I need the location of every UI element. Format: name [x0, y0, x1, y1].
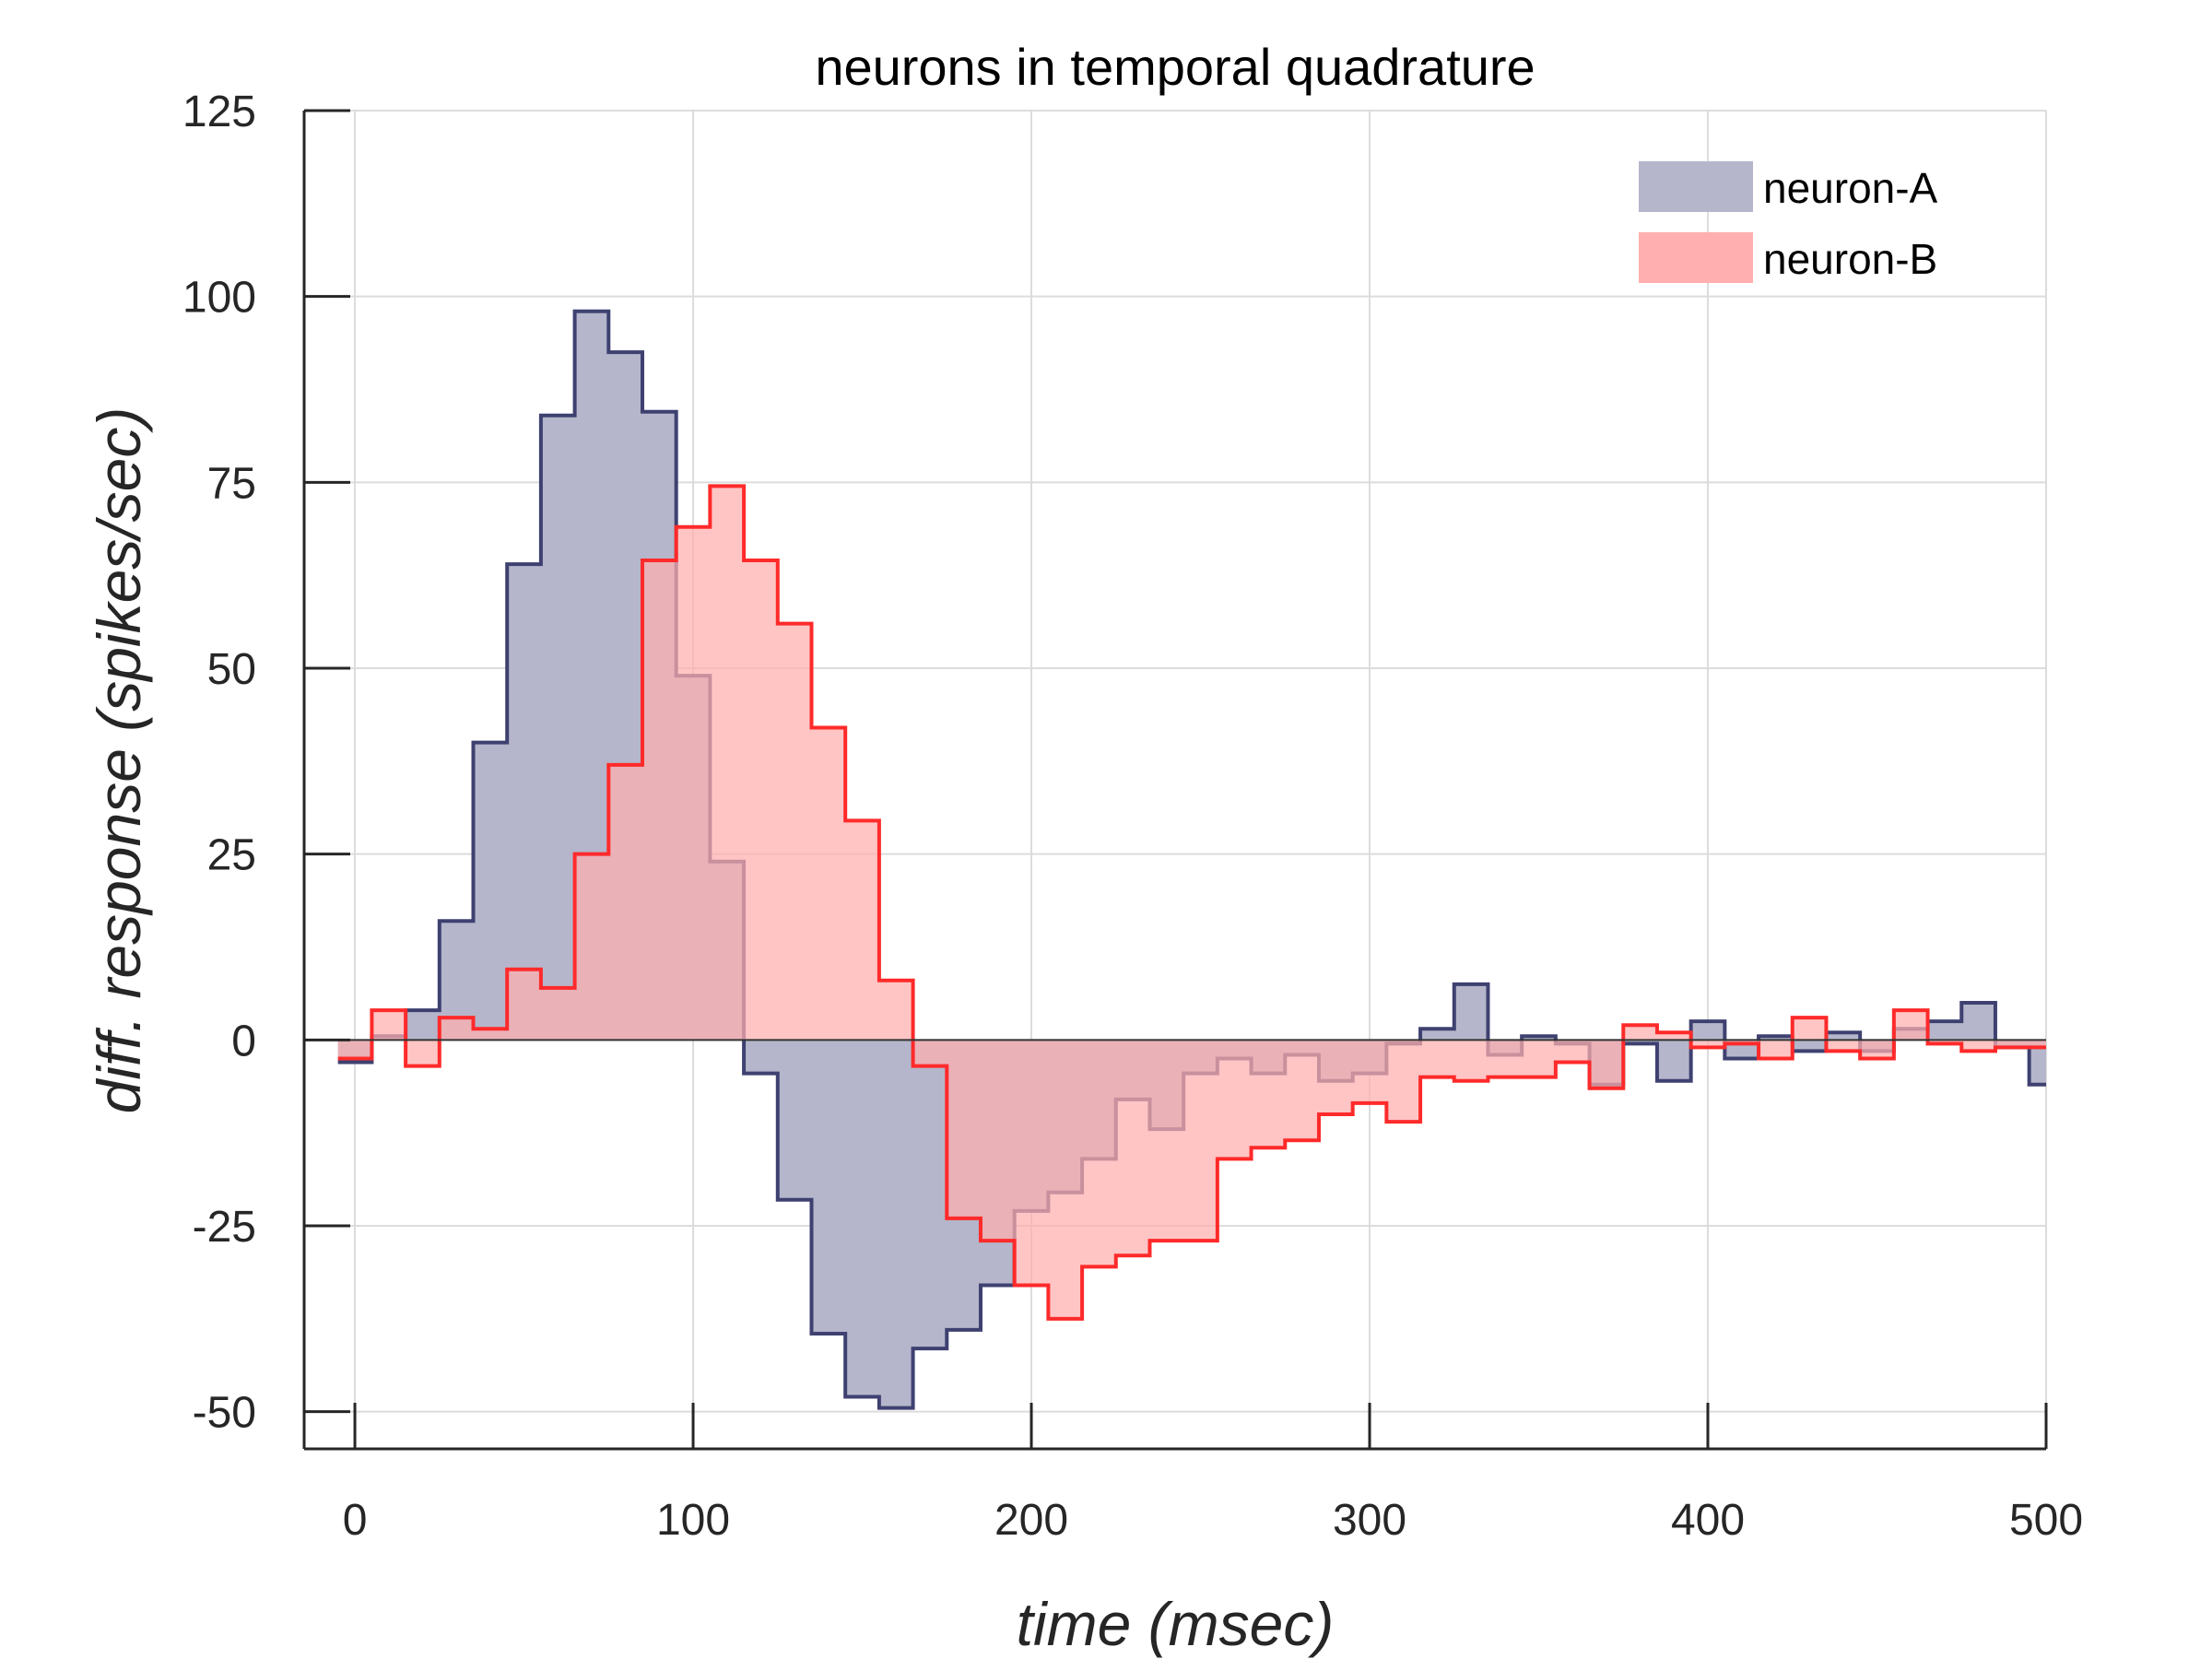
bar-neuron-b	[1454, 1040, 1488, 1080]
bar-neuron-b	[1218, 1040, 1252, 1159]
bar-neuron-a	[406, 1010, 440, 1040]
legend-swatch-neuron-b	[1639, 232, 1753, 283]
bar-neuron-b	[1759, 1040, 1793, 1058]
bar-neuron-b	[473, 1029, 507, 1040]
tick-labels: -50 -25 0 25 50 75 100 125 0 100 200 300 400 500	[182, 88, 2083, 1545]
bar-neuron-b	[879, 981, 913, 1041]
bar-neuron-a	[811, 1040, 845, 1334]
series-neuron-b	[337, 484, 2047, 1321]
y-tick-label: -25	[193, 1203, 256, 1252]
legend-label-neuron-a: neuron-A	[1763, 164, 1938, 212]
bar-neuron-b	[2030, 1040, 2046, 1047]
x-tick-label: 100	[656, 1496, 730, 1545]
bar-neuron-a	[473, 743, 507, 1041]
bar-neuron-b	[575, 854, 609, 1041]
bar-neuron-b	[1860, 1040, 1894, 1058]
bar-neuron-b	[1048, 1040, 1082, 1319]
x-tick-label: 0	[343, 1496, 368, 1545]
y-tick-label: 75	[207, 459, 256, 508]
bar-neuron-b	[1149, 1040, 1183, 1241]
bar-neuron-a	[1657, 1040, 1691, 1080]
line-neuron-b	[337, 484, 2046, 1321]
bar-neuron-b	[1420, 1040, 1454, 1077]
bar-neuron-b	[1961, 1040, 1995, 1051]
legend-swatch-neuron-a	[1639, 161, 1753, 212]
bar-neuron-a	[1826, 1032, 1860, 1040]
y-tick-label: 25	[207, 831, 256, 880]
bar-neuron-b	[1183, 1040, 1218, 1241]
y-tick-label: 0	[231, 1017, 256, 1065]
bar-neuron-a	[1961, 1003, 1995, 1040]
x-tick-label: 300	[1333, 1496, 1406, 1545]
bar-neuron-b	[744, 560, 778, 1040]
bar-neuron-b	[845, 820, 879, 1040]
bar-neuron-b	[1319, 1040, 1353, 1114]
bar-neuron-b	[642, 560, 677, 1040]
bar-neuron-b	[677, 527, 711, 1041]
bar-neuron-b	[1657, 1032, 1691, 1040]
x-tick-label: 200	[994, 1496, 1068, 1545]
bar-neuron-b	[1826, 1040, 1860, 1051]
bar-neuron-a	[1420, 1029, 1454, 1040]
bar-neuron-a	[778, 1040, 812, 1199]
bar-neuron-a	[913, 1040, 947, 1348]
bar-neuron-b	[1894, 1010, 1928, 1040]
y-tick-label: 100	[182, 274, 256, 323]
bar-neuron-b	[811, 728, 845, 1041]
bar-neuron-b	[1015, 1040, 1049, 1285]
bar-neuron-b	[1590, 1040, 1624, 1088]
bar-neuron-a	[1793, 1040, 1827, 1051]
bar-neuron-b	[608, 765, 642, 1040]
bar-neuron-b	[338, 1040, 372, 1058]
bar-neuron-b	[507, 970, 541, 1041]
x-tick-label: 500	[2009, 1496, 2083, 1545]
bar-neuron-b	[1082, 1040, 1116, 1266]
bar-neuron-b	[1116, 1040, 1150, 1255]
bar-neuron-b	[1285, 1040, 1319, 1140]
area-neuron-b	[337, 486, 2047, 1319]
legend-label-neuron-b: neuron-B	[1763, 235, 1937, 283]
series-layer	[337, 309, 2047, 1410]
bar-neuron-b	[913, 1040, 947, 1065]
x-axis-label: time (msec)	[1017, 1590, 1335, 1658]
bar-neuron-b	[371, 1010, 406, 1040]
bar-neuron-a	[1454, 984, 1488, 1041]
bar-neuron-b	[778, 624, 812, 1041]
bar-neuron-a	[1928, 1021, 1962, 1040]
bar-neuron-b	[1252, 1040, 1286, 1147]
bar-neuron-b	[1488, 1040, 1522, 1077]
bar-neuron-a	[1691, 1021, 1725, 1040]
bar-neuron-b	[710, 486, 744, 1040]
bar-neuron-b	[981, 1040, 1015, 1241]
y-tick-label: 50	[207, 645, 256, 694]
y-tick-label: 125	[182, 88, 256, 136]
bar-neuron-a	[744, 1040, 778, 1073]
bar-neuron-b	[1623, 1025, 1657, 1040]
y-tick-label: -50	[193, 1389, 256, 1438]
bar-neuron-b	[440, 1018, 474, 1040]
bar-neuron-a	[845, 1040, 879, 1396]
bar-neuron-b	[1386, 1040, 1420, 1122]
legend: neuron-A neuron-B	[1639, 161, 1938, 283]
bar-neuron-b	[1522, 1040, 1556, 1077]
bar-neuron-b	[1793, 1018, 1827, 1040]
bar-neuron-b	[1353, 1040, 1387, 1103]
axes	[302, 109, 2048, 1451]
bar-neuron-b	[541, 988, 575, 1040]
y-axis-label: diff. response (spikes/sec)	[85, 407, 153, 1114]
bar-neuron-b	[406, 1040, 440, 1065]
bar-neuron-a	[879, 1040, 913, 1407]
bar-neuron-b	[1556, 1040, 1590, 1062]
x-tick-label: 400	[1671, 1496, 1745, 1545]
bar-neuron-b	[1691, 1040, 1725, 1047]
chart-title: neurons in temporal quadrature	[815, 38, 1535, 96]
bar-neuron-a	[541, 416, 575, 1041]
bar-neuron-b	[1995, 1040, 2030, 1047]
bar-neuron-b	[947, 1040, 981, 1218]
